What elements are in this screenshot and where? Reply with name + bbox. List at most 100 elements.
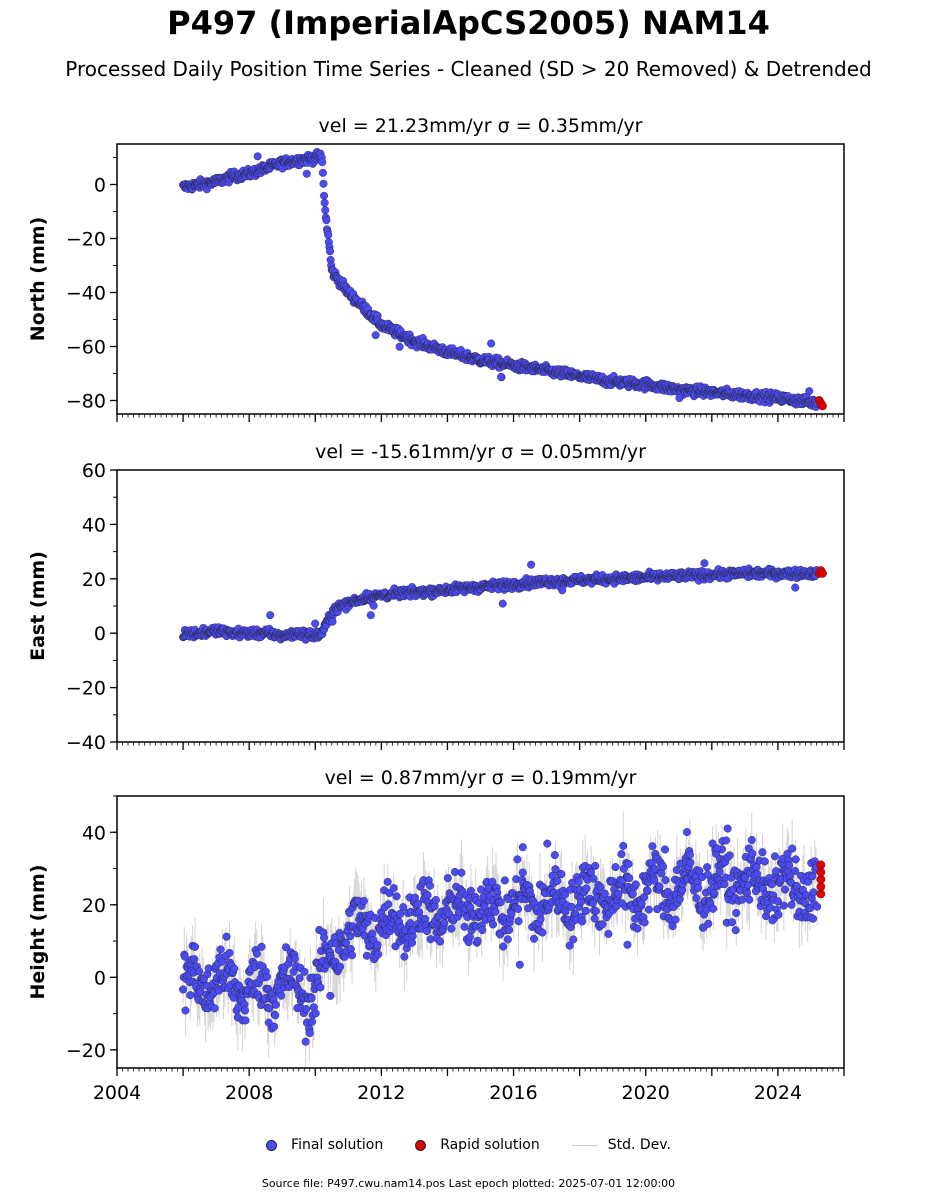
final-point	[457, 868, 466, 877]
final-point	[582, 884, 591, 893]
final-point	[257, 942, 266, 951]
y-tick-label: −40	[66, 283, 106, 305]
y-tick-label: 40	[82, 514, 106, 536]
final-point	[640, 918, 649, 927]
final-point	[578, 917, 587, 926]
final-point	[671, 915, 680, 924]
final-point	[305, 1029, 314, 1038]
final-point	[720, 880, 729, 889]
final-point	[465, 932, 474, 941]
final-point	[513, 855, 522, 864]
final-point	[558, 586, 567, 595]
final-point	[425, 881, 434, 890]
final-point	[392, 892, 401, 901]
final-point	[581, 906, 590, 915]
final-point	[324, 231, 333, 240]
final-point	[590, 914, 599, 923]
final-point	[371, 331, 380, 340]
final-point	[709, 904, 718, 913]
final-point	[366, 611, 375, 620]
y-tick-label: 0	[94, 175, 106, 197]
final-point	[277, 991, 286, 1000]
final-point	[617, 850, 626, 859]
final-point	[682, 828, 691, 837]
y-tick-label: −20	[66, 229, 106, 251]
final-point	[186, 991, 195, 1000]
rapid-point	[818, 401, 827, 411]
final-point	[643, 887, 652, 896]
final-point	[320, 198, 329, 207]
final-point	[322, 216, 331, 225]
final-point	[307, 994, 316, 1003]
final-point	[805, 387, 814, 396]
final-point	[527, 560, 536, 569]
final-point	[311, 1009, 320, 1018]
final-point	[400, 952, 409, 961]
y-tick-label: −20	[66, 1040, 106, 1062]
final-point	[600, 889, 609, 898]
x-tick-label: 2008	[225, 1082, 273, 1104]
x-tick-label: 2024	[754, 1082, 802, 1104]
rapid-point	[818, 568, 827, 578]
final-point	[700, 559, 709, 568]
x-tick-label: 2012	[357, 1082, 405, 1104]
final-point	[473, 936, 482, 945]
final-point	[598, 920, 607, 929]
y-axis-label: East (mm)	[27, 551, 49, 661]
final-point	[271, 1011, 280, 1020]
final-point	[496, 898, 505, 907]
final-point	[725, 851, 734, 860]
legend-stddev-label: Std. Dev.	[607, 1137, 671, 1153]
final-point	[302, 169, 311, 178]
final-point	[809, 888, 818, 897]
final-point	[518, 843, 527, 852]
final-point	[346, 932, 355, 941]
y-tick-label: −60	[66, 337, 106, 359]
final-point	[577, 897, 586, 906]
final-point	[738, 895, 747, 904]
final-point	[230, 964, 239, 973]
final-point	[659, 862, 668, 871]
final-point	[210, 1004, 219, 1013]
final-point	[728, 918, 737, 927]
final-point	[538, 928, 547, 937]
final-point	[715, 867, 724, 876]
final-point	[779, 901, 788, 910]
final-point	[732, 908, 741, 917]
final-point	[770, 852, 779, 861]
final-point	[362, 951, 371, 960]
final-point	[373, 940, 382, 949]
y-tick-label: 40	[82, 822, 106, 844]
final-point	[301, 1037, 310, 1046]
final-point	[503, 935, 512, 944]
legend-stddev: Std. Dev.	[571, 1137, 671, 1153]
final-marker-icon	[266, 1139, 278, 1151]
panel-title: vel = 0.87mm/yr σ = 0.19mm/yr	[325, 767, 637, 789]
final-point	[781, 885, 790, 894]
final-point	[553, 876, 562, 885]
final-point	[500, 876, 509, 885]
y-tick-label: 0	[94, 623, 106, 645]
final-point	[383, 877, 392, 886]
final-point	[290, 954, 299, 963]
final-point	[557, 870, 566, 879]
x-tick-label: 2004	[93, 1082, 141, 1104]
final-point	[550, 851, 559, 860]
y-tick-label: −40	[66, 732, 106, 754]
final-point	[704, 919, 713, 928]
final-point	[515, 960, 524, 969]
final-point	[431, 896, 440, 905]
final-point	[348, 951, 357, 960]
final-point	[395, 342, 404, 351]
plot-frame	[116, 469, 845, 743]
final-point	[657, 869, 666, 878]
final-point	[694, 883, 703, 892]
final-point	[225, 948, 234, 957]
final-point	[359, 896, 368, 905]
final-point	[440, 918, 449, 927]
legend: Final solution Rapid solution Std. Dev.	[0, 1137, 937, 1153]
final-point	[443, 874, 452, 883]
legend-final: Final solution	[266, 1137, 383, 1153]
final-point	[604, 929, 613, 938]
final-point	[760, 857, 769, 866]
